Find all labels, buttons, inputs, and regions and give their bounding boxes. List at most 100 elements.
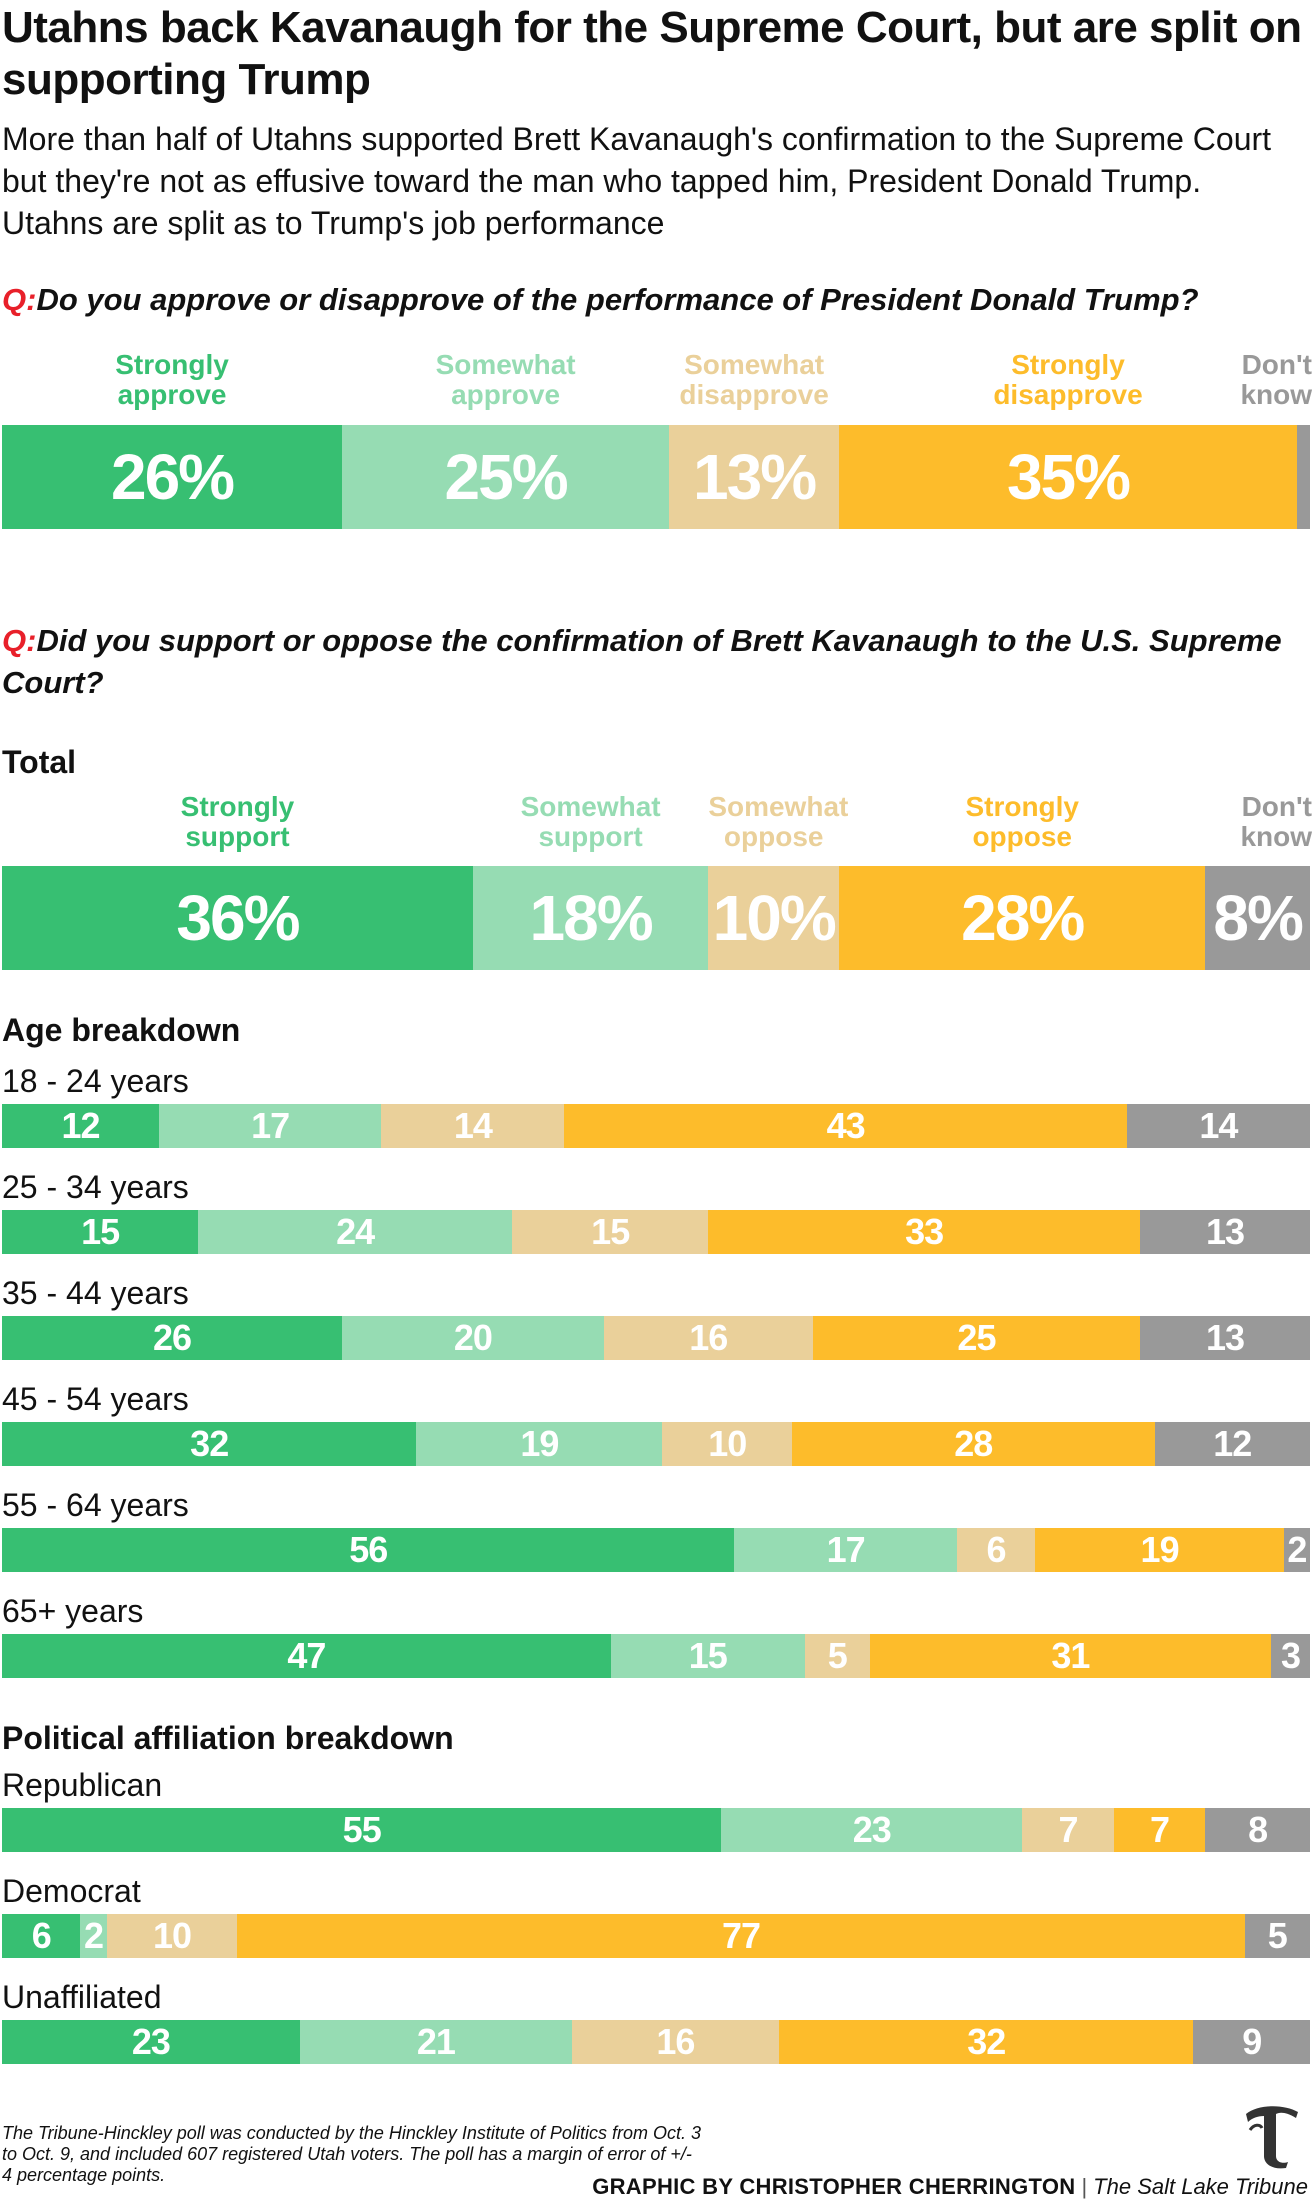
bar-segment-strong-oppose: 31 <box>869 1634 1272 1678</box>
bar-value-label: 6 <box>986 1529 1007 1570</box>
bar-segment-somewhat-support: 2 <box>80 1914 107 1958</box>
bar-segment-somewhat-support: 24 <box>198 1210 513 1254</box>
bar-segment-somewhat-support: 18% <box>472 866 709 970</box>
bar-segment-strong-support: 12 <box>2 1104 159 1148</box>
legend-label-somewhat-oppose: Somewhat oppose <box>708 791 849 852</box>
row-label: 55 - 64 years <box>2 1487 189 1523</box>
bar-segment-dont-know: 12 <box>1154 1422 1310 1466</box>
trump-question-text: Do you approve or disapprove of the perf… <box>36 282 1199 317</box>
bar-segment-strong-support: 23 <box>2 2020 300 2064</box>
bar-value-label: 15 <box>591 1211 630 1252</box>
bar-value-label: 13% <box>693 441 817 513</box>
breakdown-bar: 6 2 10 77 5 <box>2 1914 1310 1958</box>
bar-value-label: 17 <box>251 1105 290 1146</box>
row-label: 65+ years <box>2 1593 144 1629</box>
bar-segment-strong-support: 32 <box>2 1422 417 1466</box>
legend-label-somewhat-support: Somewhat support <box>520 791 661 852</box>
bar-segment-strong-oppose: 32 <box>779 2020 1194 2064</box>
bar-value-label: 20 <box>453 1317 493 1358</box>
bar-segment-dont-know: 2 <box>1283 1528 1310 1572</box>
breakdown-bar: 15 24 15 33 13 <box>2 1210 1310 1254</box>
bar-segment-somewhat-oppose: 5 <box>804 1634 870 1678</box>
bar-value-label: 33 <box>905 1211 944 1252</box>
bar-value-label: 8% <box>1213 882 1303 954</box>
trump-approval-bar: 26% 25% 13% 35% <box>2 425 1310 529</box>
bar-segment-strong-oppose: 25 <box>812 1316 1140 1360</box>
bar-value-label: 56 <box>349 1529 388 1570</box>
breakdown-bar: 23 21 16 32 9 <box>2 2020 1310 2064</box>
legend-label-somewhat-oppose: Somewhat disapprove <box>679 349 829 410</box>
legend-label-strong-support: Strongly support <box>180 791 295 852</box>
bar-segment-somewhat-oppose: 6 <box>956 1528 1036 1572</box>
credit-line: GRAPHIC BY CHRISTOPHER CHERRINGTON | The S… <box>592 2173 1308 2201</box>
bar-segment-strong-oppose: 28% <box>839 866 1206 970</box>
bar-value-label: 14 <box>453 1105 493 1146</box>
bar-segment-strong-oppose: 77 <box>237 1914 1245 1958</box>
bar-segment-somewhat-support: 23 <box>721 1808 1023 1852</box>
political-heading: Political affiliation breakdown <box>2 1720 454 1756</box>
question-marker: Q: <box>2 623 37 658</box>
breakdown-bar: 55 23 7 7 8 <box>2 1808 1310 1852</box>
bar-value-label: 15 <box>688 1635 728 1676</box>
bar-value-label: 16 <box>689 1317 728 1358</box>
bar-segment-strong-oppose: 33 <box>708 1210 1140 1254</box>
bar-value-label: 10 <box>153 1915 192 1956</box>
bar-segment-strong-support: 26% <box>2 425 343 529</box>
bar-segment-dont-know: 14 <box>1126 1104 1310 1148</box>
bar-segment-somewhat-oppose: 10% <box>708 866 840 970</box>
bar-segment-strong-support: 36% <box>2 866 473 970</box>
bar-segment-somewhat-oppose: 10 <box>662 1422 792 1466</box>
bar-value-label: 18% <box>529 882 654 954</box>
bar-value-label: 28% <box>961 882 1085 954</box>
bar-value-label: 36% <box>176 882 300 954</box>
kavanaugh-question: Q:Did you support or oppose the confirma… <box>2 620 1302 704</box>
bar-value-label: 24 <box>336 1211 375 1252</box>
kavanaugh-legend: Strongly support Somewhat support Somewhat op… <box>2 792 1312 856</box>
bar-segment-somewhat-oppose: 13% <box>669 425 840 529</box>
bar-segment-somewhat-support: 19 <box>416 1422 663 1466</box>
bar-value-label: 7 <box>1058 1809 1078 1850</box>
graphic-credit: GRAPHIC BY CHRISTOPHER CHERRINGTON <box>592 2174 1076 2199</box>
question-marker: Q: <box>2 282 37 317</box>
bar-segment-somewhat-support: 17 <box>158 1104 382 1148</box>
bar-value-label: 2 <box>84 1915 104 1956</box>
legend-label-strong-support: Strongly approve <box>115 349 229 410</box>
bar-segment-strong-oppose: 7 <box>1113 1808 1206 1852</box>
bar-value-label: 10 <box>708 1423 747 1464</box>
bar-value-label: 26 <box>153 1317 192 1358</box>
kavanaugh-question-text: Did you support or oppose the confirmati… <box>2 623 1282 700</box>
bar-value-label: 47 <box>287 1635 326 1676</box>
bar-segment-dont-know: 13 <box>1139 1210 1310 1254</box>
bar-segment-dont-know: 9 <box>1193 2020 1310 2064</box>
legend-label-somewhat-support: Somewhat approve <box>435 349 576 410</box>
row-label: Democrat <box>2 1873 141 1909</box>
row-label: 18 - 24 years <box>2 1063 189 1099</box>
row-label: Republican <box>2 1767 163 1803</box>
bar-segment-strong-oppose: 28 <box>791 1422 1155 1466</box>
breakdown-bar: 56 17 6 19 2 <box>2 1528 1310 1572</box>
bar-segment-strong-oppose: 19 <box>1035 1528 1284 1572</box>
bar-value-label: 6 <box>31 1915 52 1956</box>
bar-segment-somewhat-oppose: 7 <box>1022 1808 1114 1852</box>
bar-segment-dont-know: 3 <box>1271 1634 1310 1678</box>
bar-segment-somewhat-oppose: 10 <box>106 1914 238 1958</box>
publication-name: The Salt Lake Tribune <box>1093 2174 1308 2199</box>
bar-value-label: 31 <box>1051 1635 1090 1676</box>
bar-value-label: 16 <box>656 2021 695 2062</box>
legend-label-strong-oppose: Strongly disapprove <box>993 349 1143 410</box>
bar-segment-somewhat-support: 20 <box>342 1316 604 1360</box>
bar-value-label: 21 <box>416 2021 456 2062</box>
breakdown-bar: 47 15 5 31 3 <box>2 1634 1310 1678</box>
bar-value-label: 8 <box>1248 1809 1268 1850</box>
legend-label-dont-know: Don't know <box>1240 349 1312 410</box>
bar-value-label: 13 <box>1205 1317 1245 1358</box>
legend-label-dont-know: Don't know <box>1240 791 1312 852</box>
total-heading: Total <box>2 744 77 780</box>
bar-value-label: 32 <box>967 2021 1006 2062</box>
bar-segment-strong-support: 26 <box>2 1316 343 1360</box>
row-label: 25 - 34 years <box>2 1169 189 1205</box>
bar-value-label: 5 <box>1267 1915 1288 1956</box>
bar-value-label: 7 <box>1150 1809 1170 1850</box>
bar-segment-strong-support: 56 <box>2 1528 735 1572</box>
bar-segment-dont-know: 13 <box>1139 1316 1310 1360</box>
